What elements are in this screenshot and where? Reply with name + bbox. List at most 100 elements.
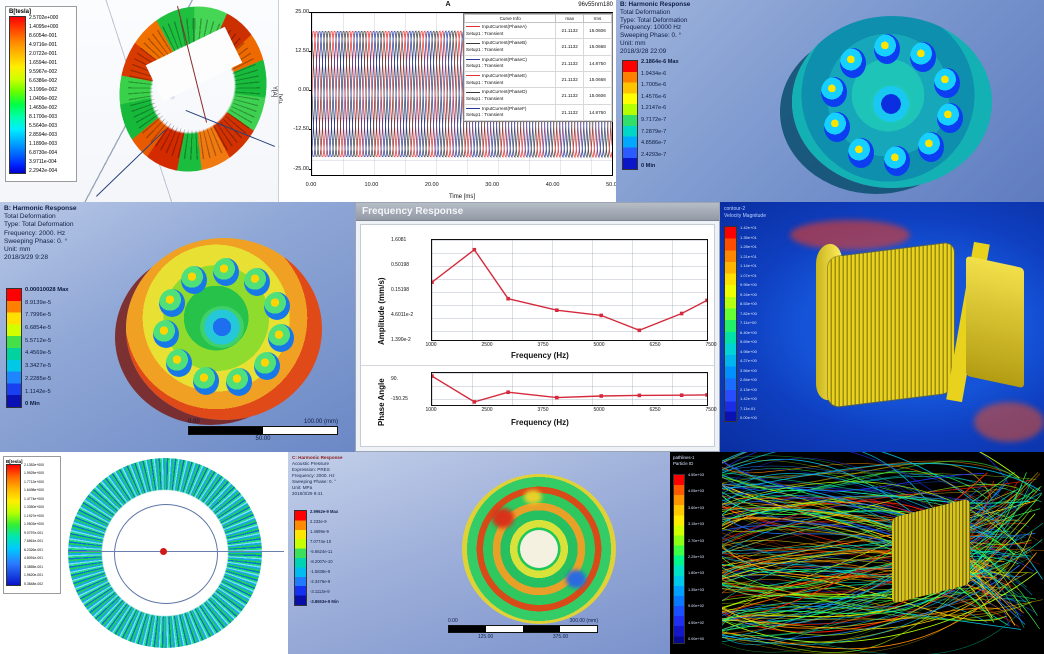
x-tick-label: 10.00 [365,182,379,188]
legend-value: 7.2879e-7 [641,130,679,136]
rotor-bolt-hole [937,103,963,133]
y-tick-label: 12.50 [279,48,309,54]
response-marker [705,393,707,397]
x-tick-label: 20.00 [425,182,439,188]
acoustic-phase: Sweeping Phase: 0. ° [292,479,343,485]
legend-value: 7.7996e-5 [25,313,69,319]
legend-row[interactable]: InputCurrent(PhaseC) Setup1 : Transient 21… [465,55,612,71]
harmonic10k-colorbar [622,60,638,170]
legend-value: 5.5712e-5 [25,339,69,345]
legend-row[interactable]: InputCurrent(PhaseB) Setup1 : Transient 21… [465,39,612,55]
legend-value: 2.2285e-5 [25,377,69,383]
pathlines-legend: 4.50e+03 4.05e+03 3.60e+03 3.15e+03 2.70e+03… [673,474,704,644]
legend-value: 2.70e+03 [688,540,704,544]
frequency-response-titlebar[interactable]: Frequency Response [356,203,719,221]
rotor-bolt-hole [824,112,850,142]
legend-rms: 14.8750 [583,55,611,71]
legend-value: 0.00e+00 [688,638,704,642]
harmonic10k-legend-labels: 2.1864e-6 Max 1.9434e-6 1.7005e-6 1.4576e-6… [641,60,679,170]
pathlines-name: pathlines-1 [673,455,694,461]
legend-value: 3.3427e-5 [25,364,69,370]
legend-value: 1.4576e-6 [641,95,679,101]
response-marker [680,312,684,316]
legend-value: 1.14e+01 [740,264,757,268]
y-tick-label: -12.50 [279,126,309,132]
phase-subplot: Phase Angle 90. -150.25 1000 2500 3750 5000 6… [361,365,714,444]
legend-value: 7.11e+00 [740,321,757,325]
y-tick-label: -150.25 [391,396,408,402]
panel-cfd-velocity-magnitude: contour-2 Velocity Magnitude 1.42e+01 1.3… [720,202,1044,452]
legend-value: 2.84e+00 [740,378,757,382]
scale-min: 0.00 [188,419,200,425]
legend-max: 21.1132 [556,104,584,120]
chart-title: A [279,1,617,8]
amplitude-subplot: Amplitude (mm/s) 1.6081 0.50198 0.15198 4.6… [361,225,714,365]
x-tick-label: 2500 [481,342,492,348]
legend-value: 9.0797e-001 [24,532,44,535]
y-tick-label: 0.00 [279,87,309,93]
legend-rms: 15.0668 [583,71,611,87]
legend-value: 0.00010028 Max [25,288,69,294]
acoustic-scale-max: 300.00 (mm) [570,618,598,624]
legend-value: 9.95e+00 [740,283,757,287]
phase-x-axis-label: Frequency (Hz) [511,418,569,427]
legend-rms: 14.8750 [583,104,611,120]
flux-colorbar [9,16,26,174]
response-marker [432,374,434,378]
legend-setup: Setup1 : Transient [466,80,554,87]
legend-value: 1.21e+01 [740,255,757,259]
acoustic-scale-tick-2: 375.00 [553,634,568,640]
legend-value: 4.50e+02 [688,622,704,626]
x-tick-label: 6250 [649,407,660,413]
legend-value: 9.24e+00 [740,293,757,297]
x-tick-label: 0.00 [306,182,317,188]
response-marker [599,394,603,398]
legend-color-swatch [466,75,480,76]
harmonic10k-type: Type: Total Deformation [620,17,690,25]
legend-value: 5.5640e-003 [29,124,58,129]
legend-value: 1.1890e-003 [29,142,58,147]
legend-value: 6.2326e-001 [24,549,44,552]
legend-value: 7.11e-01 [740,407,757,411]
acoustic-timestamp: 2018/3/29 9:41 [292,491,343,497]
legend-value: 1.6594e-001 [29,61,58,66]
panel-pathlines-particle-id: pathlines-1 Particle ID 4.50e+03 4.05e+03… [670,452,1044,654]
response-marker [506,297,510,301]
velocity-legend-header: contour-2 Velocity Magnitude [724,206,766,219]
legend-curve-name: InputCurrent(PhaseA) Setup1 : Transient [465,23,556,39]
rotor-hub [200,306,244,348]
legend-value: 2.1864e-6 Max [641,60,679,66]
legend-value: 1.4699e-9 [310,530,339,534]
velocity-legend: 1.42e+01 1.35e+01 1.28e+01 1.21e+01 1.14e+01… [724,226,757,422]
legend-value: 1.42e+01 [740,226,757,230]
legend-value: 1.2147e-6 [641,106,679,112]
legend-value: -5.6624e-11 [310,550,339,554]
response-marker [432,280,434,284]
legend-row[interactable]: InputCurrent(PhaseA) Setup1 : Transient 21… [465,23,612,39]
legend-value: 1.35e+01 [740,236,757,240]
chart-legend[interactable]: Curve Info max rms InputCurrent(PhaseA) Setu… [463,13,613,122]
legend-row[interactable]: InputCurrent(PhaseF) Setup1 : Transient 21… [465,104,612,120]
x-tick-label: 40.00 [546,182,560,188]
legend-value: -3.1113e-9 [310,590,339,594]
legend-value: 1.7005e-6 [641,83,679,89]
response-line [432,250,707,331]
x-tick-label: 2500 [481,407,492,413]
legend-max: 21.1132 [556,23,584,39]
legend-value: 1.9434e-6 [641,72,679,78]
rotor-bolt-hole [910,42,936,72]
pathlines-quantity: Particle ID [673,461,694,467]
legend-value: 2.4293e-7 [641,153,679,159]
harmonic2k-rotor-model [126,238,322,420]
phase-y-axis-label: Phase Angle [377,370,386,426]
legend-row[interactable]: InputCurrent(PhaseD) Setup1 : Transient 21… [465,88,612,104]
acoustic-pressure-disc [462,474,616,624]
x-tick-label: 3750 [537,407,548,413]
legend-color-swatch [466,26,480,27]
pathlines-colorbar [673,474,685,644]
legend-value: 3.56e+00 [740,369,757,373]
harmonic2k-colorbar [6,288,22,408]
velocity-hotspot-top [790,220,910,250]
legend-row[interactable]: InputCurrent(PhaseE) Setup1 : Transient 21… [465,71,612,87]
response-marker [705,299,707,303]
